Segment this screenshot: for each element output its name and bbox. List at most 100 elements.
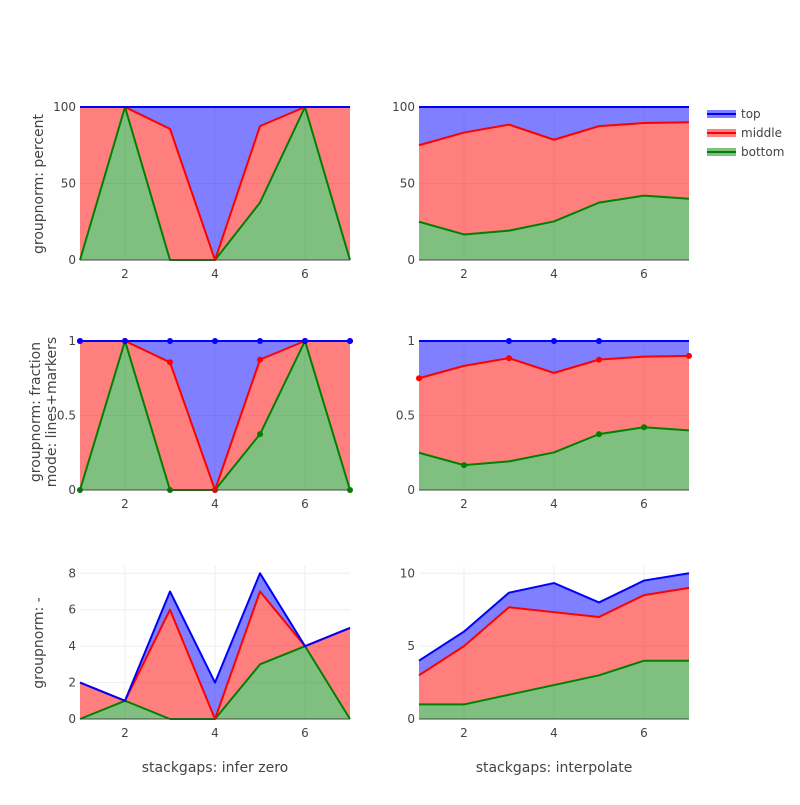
x-tick-label-r1c1: 2 xyxy=(460,497,468,511)
legend-item-top[interactable]: top xyxy=(707,107,761,121)
y-tick-label-r2c1: 10 xyxy=(400,566,415,580)
line-top-r2c1 xyxy=(418,572,690,662)
y-tick-label-r2c1: 0 xyxy=(407,712,415,726)
col-title-interpolate: stackgaps: interpolate xyxy=(476,760,633,776)
area-top-r1c1 xyxy=(419,341,689,379)
area-top-r1c0 xyxy=(80,341,350,490)
marker-middle-r1c1 xyxy=(416,375,422,382)
y-tick-label-r1c0: 1 xyxy=(68,334,76,348)
y-tick-label-r2c0: 2 xyxy=(68,676,76,690)
area-bottom-r2c1 xyxy=(419,660,689,719)
legend-label-top: top xyxy=(741,107,761,121)
marker-top-r1c0 xyxy=(212,338,218,344)
area-bottom-r0c0 xyxy=(80,107,350,260)
col-title-infer-zero: stackgaps: infer zero xyxy=(142,760,288,776)
y-tick-label-r1c0: 0 xyxy=(68,483,76,497)
area-middle-r1c1 xyxy=(419,355,689,466)
x-tick-label-r0c1: 4 xyxy=(550,267,558,281)
legend-label-bottom: bottom xyxy=(741,145,784,159)
legend-label-middle: middle xyxy=(741,126,782,140)
x-tick-label-r1c0: 6 xyxy=(301,497,309,511)
y-tick-label-r1c1: 0 xyxy=(407,483,415,497)
y-tick-label-r2c0: 8 xyxy=(68,566,76,580)
legend-item-middle[interactable]: middle xyxy=(707,126,782,140)
legend-item-bottom[interactable]: bottom xyxy=(707,145,784,159)
row-title-fraction-line2: mode: lines+markers xyxy=(44,337,60,487)
x-tick-label-r1c0: 4 xyxy=(211,497,219,511)
x-tick-label-r0c0: 2 xyxy=(121,267,129,281)
marker-top-r1c0 xyxy=(302,338,308,344)
row-title-fraction-line1: groupnorm: fraction xyxy=(28,342,44,482)
y-tick-label-r2c1: 5 xyxy=(407,639,415,653)
area-top-r2c1 xyxy=(419,573,689,676)
y-tick-label-r1c1: 1 xyxy=(407,334,415,348)
marker-top-r1c0 xyxy=(257,338,263,344)
row-title-none: groupnorm: - xyxy=(31,597,47,688)
line-bottom-r2c1 xyxy=(419,659,689,706)
y-tick-label-r0c0: 0 xyxy=(68,253,76,267)
marker-top-r1c0 xyxy=(167,338,173,344)
subplot-r2c0: 2 4 6 0 2 4 6 8 xyxy=(68,566,351,740)
area-middle-r2c1 xyxy=(419,587,689,705)
x-tick-label-r0c1: 6 xyxy=(640,267,648,281)
marker-bottom-r1c1 xyxy=(641,424,647,431)
marker-top-r1c1 xyxy=(596,338,602,344)
marker-bottom-r1c1 xyxy=(461,462,467,469)
subplot-r2c1: 2 4 6 0 5 10 xyxy=(400,566,690,740)
legend: top middle bottom xyxy=(707,107,784,159)
y-tick-label-r1c1: 0.5 xyxy=(396,409,415,423)
y-tick-label-r2c0: 4 xyxy=(68,639,76,653)
line-middle-r1c1 xyxy=(418,354,690,380)
marker-top-r1c1 xyxy=(551,338,557,344)
area-top-r0c1 xyxy=(419,107,689,146)
x-tick-label-r1c1: 4 xyxy=(550,497,558,511)
marker-top-r1c0 xyxy=(77,338,83,344)
x-tick-label-r0c0: 6 xyxy=(301,267,309,281)
marker-middle-r1c0 xyxy=(167,359,173,366)
x-tick-label-r1c1: 6 xyxy=(640,497,648,511)
subplot-r0c0: 2 4 6 0 50 100 xyxy=(53,100,351,281)
y-tick-label-r2c0: 0 xyxy=(68,712,76,726)
x-tick-label-r2c1: 2 xyxy=(460,726,468,740)
line-top-r2c0 xyxy=(79,572,351,702)
area-middle-r0c0 xyxy=(80,107,350,260)
y-tick-label-r0c1: 0 xyxy=(407,253,415,267)
area-middle-r1c0 xyxy=(80,341,350,490)
area-bottom-r1c0 xyxy=(80,341,350,490)
area-bottom-r1c1 xyxy=(419,427,689,490)
x-tick-label-r2c1: 4 xyxy=(550,726,558,740)
area-middle-r0c1 xyxy=(419,122,689,235)
subplot-r1c0: 2 4 6 0 0.5 1 xyxy=(57,334,353,511)
area-bottom-r0c1 xyxy=(419,195,689,260)
y-tick-label-r2c0: 6 xyxy=(68,603,76,617)
area-middle-r2c0 xyxy=(80,591,350,719)
marker-middle-r1c1 xyxy=(596,356,602,363)
marker-bottom-r1c1 xyxy=(596,431,602,438)
line-middle-r2c1 xyxy=(418,586,690,677)
x-tick-label-r2c0: 2 xyxy=(121,726,129,740)
y-tick-label-r1c0: 0.5 xyxy=(57,409,76,423)
marker-top-r1c0 xyxy=(347,338,353,344)
marker-top-r1c1 xyxy=(506,338,512,344)
area-bottom-r2c0 xyxy=(80,646,350,719)
line-bottom-r0c1 xyxy=(418,194,690,236)
marker-top-r1c0 xyxy=(122,338,128,344)
x-tick-label-r2c0: 4 xyxy=(211,726,219,740)
y-tick-label-r0c0: 50 xyxy=(61,177,76,191)
subplot-r1c1: 2 4 6 0 0.5 1 xyxy=(396,334,692,511)
subplot-r0c1: 2 4 6 0 50 100 xyxy=(392,100,690,281)
x-tick-label-r0c1: 2 xyxy=(460,267,468,281)
x-tick-label-r2c1: 6 xyxy=(640,726,648,740)
row-title-percent: groupnorm: percent xyxy=(31,113,47,254)
x-tick-label-r0c0: 4 xyxy=(211,267,219,281)
marker-middle-r1c1 xyxy=(506,355,512,362)
y-tick-label-r0c1: 50 xyxy=(400,177,415,191)
y-tick-label-r0c0: 100 xyxy=(53,100,76,114)
marker-bottom-r1c0 xyxy=(257,431,263,438)
marker-middle-r1c0 xyxy=(257,356,263,363)
y-tick-label-r0c1: 100 xyxy=(392,100,415,114)
x-tick-label-r2c0: 6 xyxy=(301,726,309,740)
area-top-r0c0 xyxy=(80,107,350,260)
